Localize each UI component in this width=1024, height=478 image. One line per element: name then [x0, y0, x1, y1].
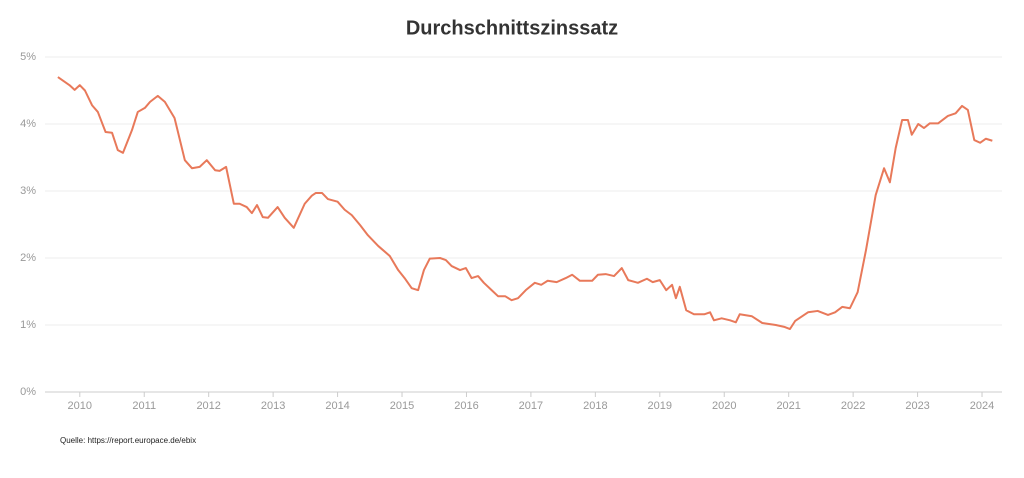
x-tick-label: 2010 — [68, 400, 92, 412]
x-tick-label: 2024 — [970, 400, 994, 412]
y-tick-label: 2% — [20, 252, 36, 264]
source-note: Quelle: https://report.europace.de/ebix — [60, 436, 196, 445]
x-tick-label: 2021 — [776, 400, 800, 412]
x-tick-label: 2020 — [712, 400, 736, 412]
x-tick-label: 2022 — [841, 400, 865, 412]
x-tick-label: 2016 — [454, 400, 478, 412]
x-tick-label: 2013 — [261, 400, 285, 412]
x-tick-label: 2018 — [583, 400, 607, 412]
x-tick-label: 2015 — [390, 400, 414, 412]
x-tick-label: 2017 — [519, 400, 543, 412]
chart-title: Durchschnittszinssatz — [406, 17, 618, 39]
y-tick-label: 3% — [20, 185, 36, 197]
y-tick-label: 1% — [20, 319, 36, 331]
x-tick-label: 2019 — [648, 400, 672, 412]
x-tick-label: 2014 — [325, 400, 349, 412]
x-tick-label: 2023 — [905, 400, 929, 412]
data-line — [57, 76, 993, 331]
y-tick-label: 4% — [20, 118, 36, 130]
y-tick-label: 5% — [20, 51, 36, 63]
x-tick-label: 2012 — [196, 400, 220, 412]
y-tick-label: 0% — [20, 386, 36, 398]
x-tick-label: 2011 — [132, 400, 156, 412]
